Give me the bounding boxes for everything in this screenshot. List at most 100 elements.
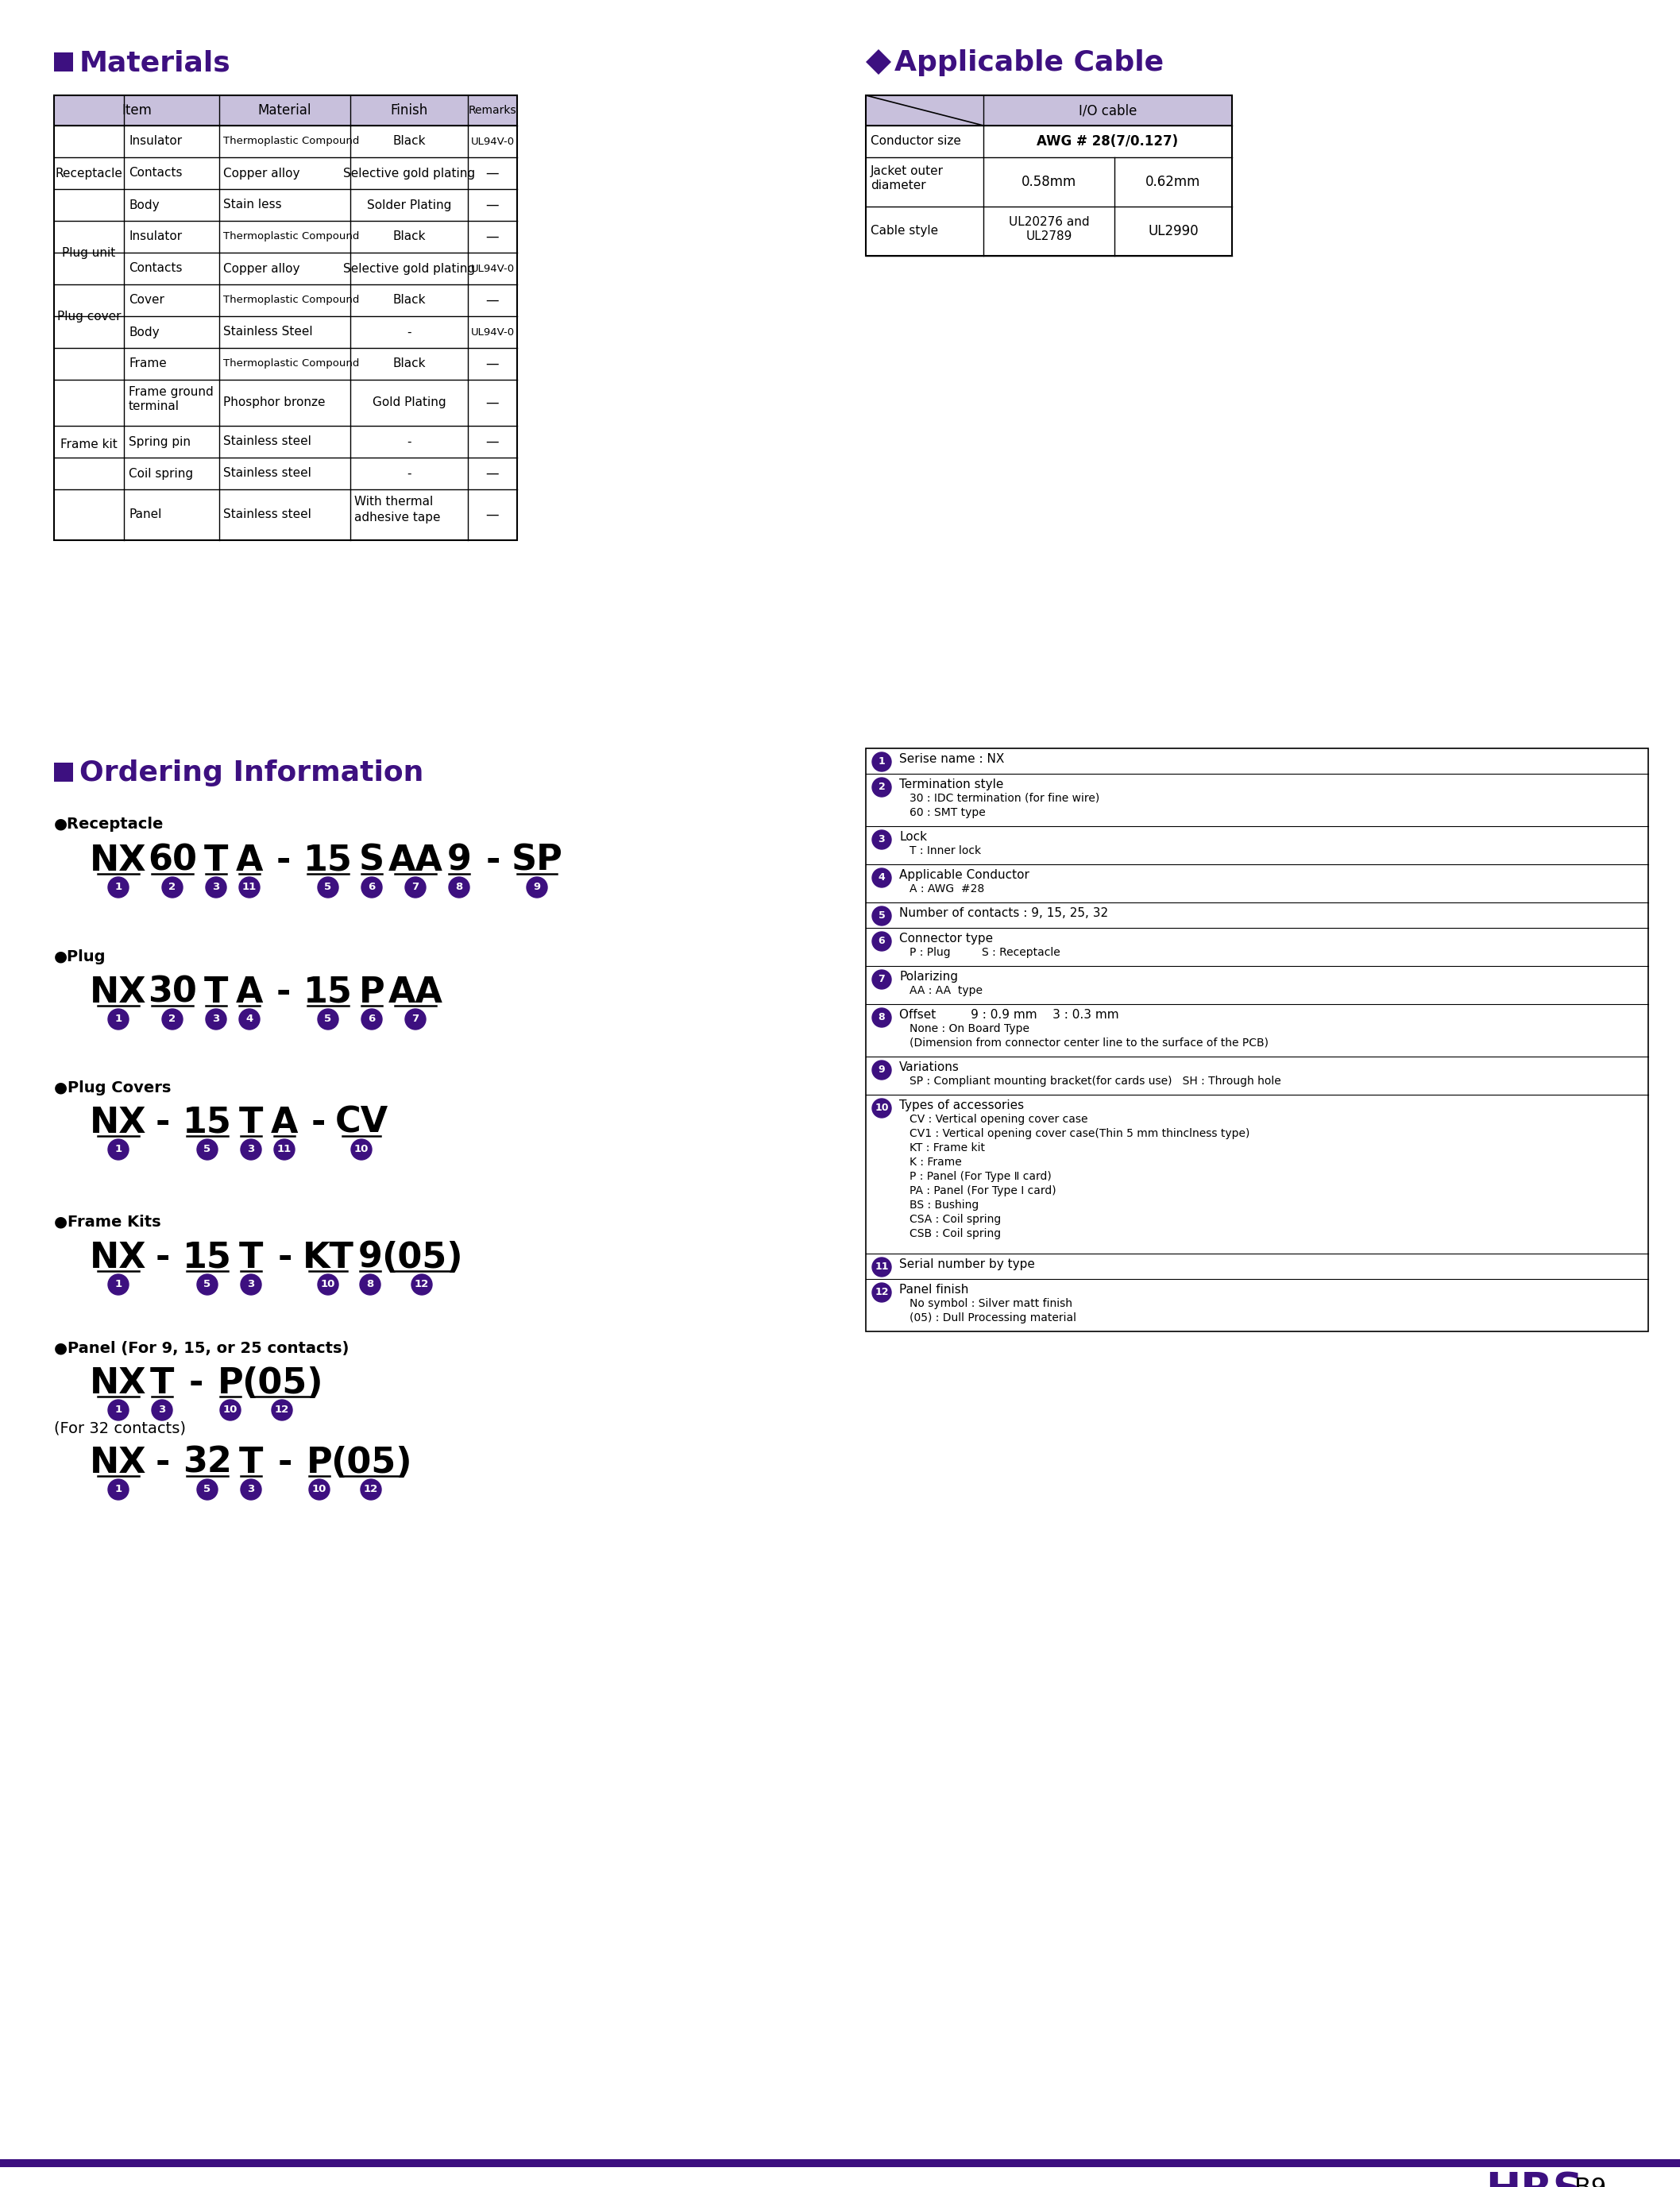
Text: UL94V-0: UL94V-0 bbox=[470, 262, 514, 273]
Circle shape bbox=[151, 1400, 173, 1419]
Text: Stainless steel: Stainless steel bbox=[223, 510, 311, 521]
Text: NX: NX bbox=[91, 1446, 146, 1481]
Text: ●Plug Covers: ●Plug Covers bbox=[54, 1080, 171, 1096]
Text: 7: 7 bbox=[879, 975, 885, 984]
Text: —: — bbox=[486, 230, 499, 245]
Text: NX: NX bbox=[91, 1107, 146, 1139]
Bar bbox=[865, 748, 1648, 1332]
Text: 30 : IDC termination (for fine wire): 30 : IDC termination (for fine wire) bbox=[909, 794, 1099, 805]
Text: -: - bbox=[276, 844, 291, 877]
Text: —: — bbox=[486, 166, 499, 179]
Circle shape bbox=[872, 831, 890, 849]
Text: 12: 12 bbox=[276, 1404, 289, 1415]
Text: 3: 3 bbox=[879, 835, 885, 844]
Text: T: T bbox=[150, 1367, 175, 1400]
Text: Thermoplastic Compound: Thermoplastic Compound bbox=[223, 359, 360, 370]
Circle shape bbox=[872, 932, 890, 951]
Text: Connector type: Connector type bbox=[899, 932, 993, 945]
Text: (05): (05) bbox=[381, 1240, 462, 1275]
Text: Selective gold plating: Selective gold plating bbox=[343, 262, 475, 273]
Text: 0.58mm: 0.58mm bbox=[1021, 175, 1077, 188]
Text: 15: 15 bbox=[304, 975, 353, 1010]
Circle shape bbox=[318, 877, 338, 897]
Text: NX: NX bbox=[91, 975, 146, 1010]
Text: Frame kit: Frame kit bbox=[60, 437, 118, 451]
Text: —: — bbox=[486, 507, 499, 523]
Text: CV: CV bbox=[334, 1107, 388, 1139]
Text: I/O cable: I/O cable bbox=[1079, 103, 1137, 118]
Circle shape bbox=[274, 1139, 294, 1159]
Text: AWG # 28(7/0.127): AWG # 28(7/0.127) bbox=[1037, 133, 1178, 149]
Text: 5: 5 bbox=[203, 1144, 212, 1155]
Text: Solder Plating: Solder Plating bbox=[366, 199, 452, 210]
Text: Ordering Information: Ordering Information bbox=[79, 759, 423, 787]
Text: Body: Body bbox=[129, 199, 160, 210]
Text: terminal: terminal bbox=[129, 400, 180, 413]
Text: A: A bbox=[270, 1107, 297, 1139]
Text: Applicable Conductor: Applicable Conductor bbox=[899, 868, 1030, 881]
Circle shape bbox=[360, 1275, 380, 1295]
Text: Types of accessories: Types of accessories bbox=[899, 1100, 1025, 1111]
Text: adhesive tape: adhesive tape bbox=[354, 512, 440, 523]
Text: Stainless steel: Stainless steel bbox=[223, 435, 311, 448]
Text: KT: KT bbox=[302, 1240, 354, 1275]
Text: PA : Panel (For Type Ⅰ card): PA : Panel (For Type Ⅰ card) bbox=[909, 1185, 1057, 1196]
Text: ●Frame Kits: ●Frame Kits bbox=[54, 1214, 161, 1229]
Circle shape bbox=[197, 1275, 218, 1295]
Text: —: — bbox=[486, 356, 499, 372]
Circle shape bbox=[361, 1478, 381, 1500]
Text: 1: 1 bbox=[114, 1279, 123, 1290]
Circle shape bbox=[412, 1275, 432, 1295]
Text: 3: 3 bbox=[247, 1485, 255, 1494]
Text: CV : Vertical opening cover case: CV : Vertical opening cover case bbox=[909, 1113, 1089, 1124]
Text: P: P bbox=[306, 1446, 333, 1481]
Text: 10: 10 bbox=[354, 1144, 368, 1155]
Text: Materials: Materials bbox=[79, 50, 230, 77]
Text: T : Inner lock: T : Inner lock bbox=[909, 844, 981, 857]
Text: 60 : SMT type: 60 : SMT type bbox=[909, 807, 986, 818]
Text: 9: 9 bbox=[447, 844, 472, 877]
Text: Black: Black bbox=[393, 136, 425, 147]
Text: 11: 11 bbox=[242, 881, 257, 892]
Text: Frame: Frame bbox=[129, 359, 166, 370]
Text: No symbol : Silver matt finish: No symbol : Silver matt finish bbox=[909, 1299, 1072, 1310]
Circle shape bbox=[197, 1139, 218, 1159]
Text: T: T bbox=[203, 844, 228, 877]
Text: (05) : Dull Processing material: (05) : Dull Processing material bbox=[909, 1312, 1077, 1323]
Circle shape bbox=[872, 1098, 890, 1118]
Text: 2: 2 bbox=[168, 881, 176, 892]
Bar bbox=[54, 96, 517, 125]
Text: Stainless Steel: Stainless Steel bbox=[223, 326, 312, 339]
Text: Black: Black bbox=[393, 295, 425, 306]
Bar bbox=[54, 96, 517, 540]
Text: Item: Item bbox=[121, 103, 151, 118]
Text: -: - bbox=[407, 435, 412, 448]
Bar bbox=[865, 96, 1231, 125]
Circle shape bbox=[108, 1400, 129, 1419]
Text: —: — bbox=[486, 396, 499, 409]
Text: Contacts: Contacts bbox=[129, 262, 183, 273]
Text: Selective gold plating: Selective gold plating bbox=[343, 166, 475, 179]
Circle shape bbox=[872, 868, 890, 888]
Text: (05): (05) bbox=[331, 1446, 412, 1481]
Text: Lock: Lock bbox=[899, 831, 927, 842]
Text: —: — bbox=[486, 197, 499, 212]
Circle shape bbox=[872, 1258, 890, 1277]
Circle shape bbox=[239, 1008, 260, 1030]
Text: (05): (05) bbox=[242, 1367, 323, 1400]
Text: -: - bbox=[486, 844, 501, 877]
Circle shape bbox=[108, 1275, 129, 1295]
Text: Stainless steel: Stainless steel bbox=[223, 468, 311, 479]
Text: Polarizing: Polarizing bbox=[899, 971, 958, 982]
Text: 3: 3 bbox=[158, 1404, 166, 1415]
Circle shape bbox=[405, 877, 425, 897]
Circle shape bbox=[872, 1061, 890, 1080]
Circle shape bbox=[872, 971, 890, 989]
Text: -: - bbox=[277, 1240, 292, 1275]
Circle shape bbox=[108, 1139, 129, 1159]
Text: -: - bbox=[277, 1446, 292, 1481]
Text: Thermoplastic Compound: Thermoplastic Compound bbox=[223, 232, 360, 243]
Circle shape bbox=[872, 1008, 890, 1028]
Circle shape bbox=[161, 877, 183, 897]
Text: -: - bbox=[276, 975, 291, 1010]
